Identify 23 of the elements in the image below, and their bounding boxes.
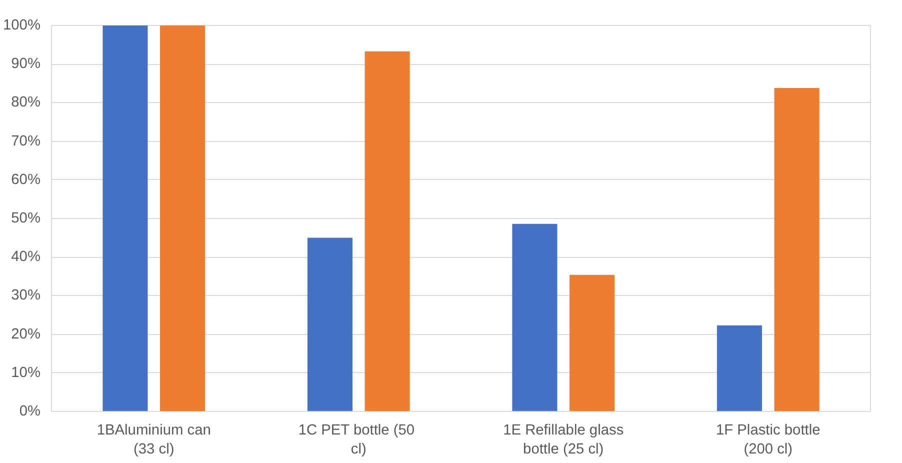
y-tick-label: 100% [3, 18, 41, 34]
x-tick-label: 1C PET bottle (50 cl) [298, 422, 415, 458]
bar [307, 238, 352, 412]
x-tick-label: 1BAluminium can (33 cl) [96, 422, 211, 458]
x-tick-label: 1E Refillable glass bottle (25 cl) [503, 422, 624, 458]
y-tick-label: 40% [11, 249, 41, 266]
bar [364, 51, 410, 412]
y-tick-label: 80% [11, 94, 41, 111]
y-tick-label: 10% [11, 364, 41, 381]
bar [774, 88, 820, 412]
bar [512, 224, 558, 412]
bar [716, 325, 762, 412]
x-tick-label: 1F Plastic bottle (200 cl) [716, 422, 820, 458]
y-tick-label: 70% [11, 133, 41, 150]
y-tick-label: 30% [11, 288, 41, 304]
bar [102, 26, 148, 412]
y-tick-label: 50% [11, 210, 41, 226]
y-tick-label: 20% [11, 326, 41, 342]
y-tick-label: 90% [11, 56, 41, 72]
bar [570, 274, 615, 412]
bar [160, 26, 206, 412]
y-tick-label: 0% [19, 404, 41, 420]
y-tick-label: 60% [11, 172, 41, 188]
